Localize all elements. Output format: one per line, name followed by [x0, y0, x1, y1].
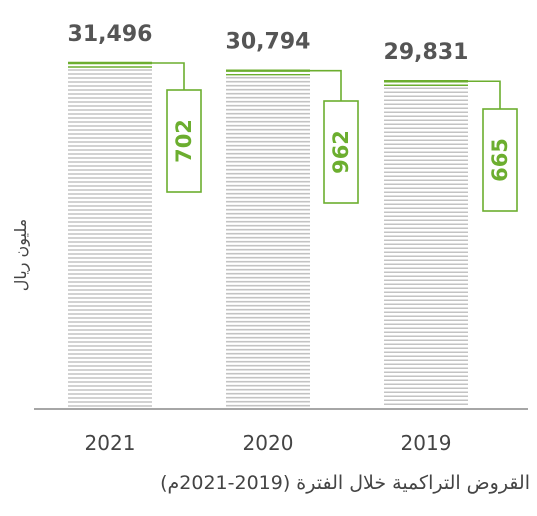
- x-tick-label: 2021: [85, 431, 136, 455]
- connector-line: [152, 62, 185, 90]
- bar-2020: [226, 76, 310, 407]
- bar-value-label: 31,496: [68, 22, 153, 47]
- bar-value-label: 30,794: [226, 30, 311, 55]
- chart-caption: القروض التراكمية خلال الفترة (2019-2021م…: [160, 472, 530, 494]
- y-axis-label: مليون ريال: [11, 219, 31, 291]
- x-tick-label: 2020: [243, 431, 294, 455]
- connector-line: [310, 69, 342, 101]
- bar-top-accent: [384, 80, 468, 86]
- bar-2021: [68, 69, 152, 407]
- bar-top-accent: [226, 69, 310, 76]
- secondary-value-box: [323, 100, 359, 204]
- bar-top-accent: [68, 61, 152, 68]
- bar-2019: [384, 87, 468, 406]
- secondary-value-box: [482, 108, 518, 212]
- connector-line: [468, 80, 501, 109]
- x-tick-label: 2019: [401, 431, 452, 455]
- secondary-value-label: 962: [329, 130, 353, 174]
- secondary-value-box: [166, 89, 202, 193]
- bar-value-label: 29,831: [384, 40, 469, 65]
- secondary-value-label: 665: [488, 138, 512, 182]
- secondary-value-label: 702: [172, 119, 196, 163]
